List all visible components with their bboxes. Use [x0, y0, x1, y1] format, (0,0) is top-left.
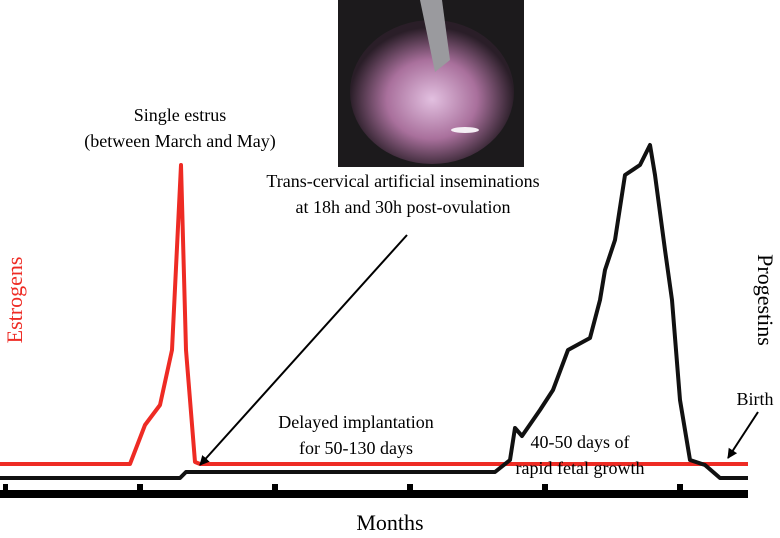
birth-label: Birth — [736, 389, 773, 409]
insemination-timing: at 18h and 30h post-ovulation — [296, 197, 511, 217]
delayed-label: Delayed implantation — [278, 412, 433, 432]
estrogens-label: Estrogens — [2, 257, 27, 344]
progestins-label: Progestins — [753, 254, 778, 346]
insemination-label: Trans-cervical artificial inseminations — [266, 171, 539, 191]
growth-desc: rapid fetal growth — [516, 458, 645, 478]
estrogen-curve — [0, 163, 748, 466]
endoscope-photo — [338, 0, 524, 167]
time-axis — [0, 484, 748, 498]
growth-label: 40-50 days of — [531, 432, 630, 452]
estrus-period: (between March and May) — [84, 131, 275, 152]
birth-arrow — [727, 411, 759, 459]
insemination-arrow — [199, 234, 408, 466]
progestin-curve — [0, 143, 748, 480]
delayed-period: for 50-130 days — [299, 438, 413, 458]
estrus-label: Single estrus — [134, 105, 227, 125]
months-label: Months — [356, 510, 423, 535]
